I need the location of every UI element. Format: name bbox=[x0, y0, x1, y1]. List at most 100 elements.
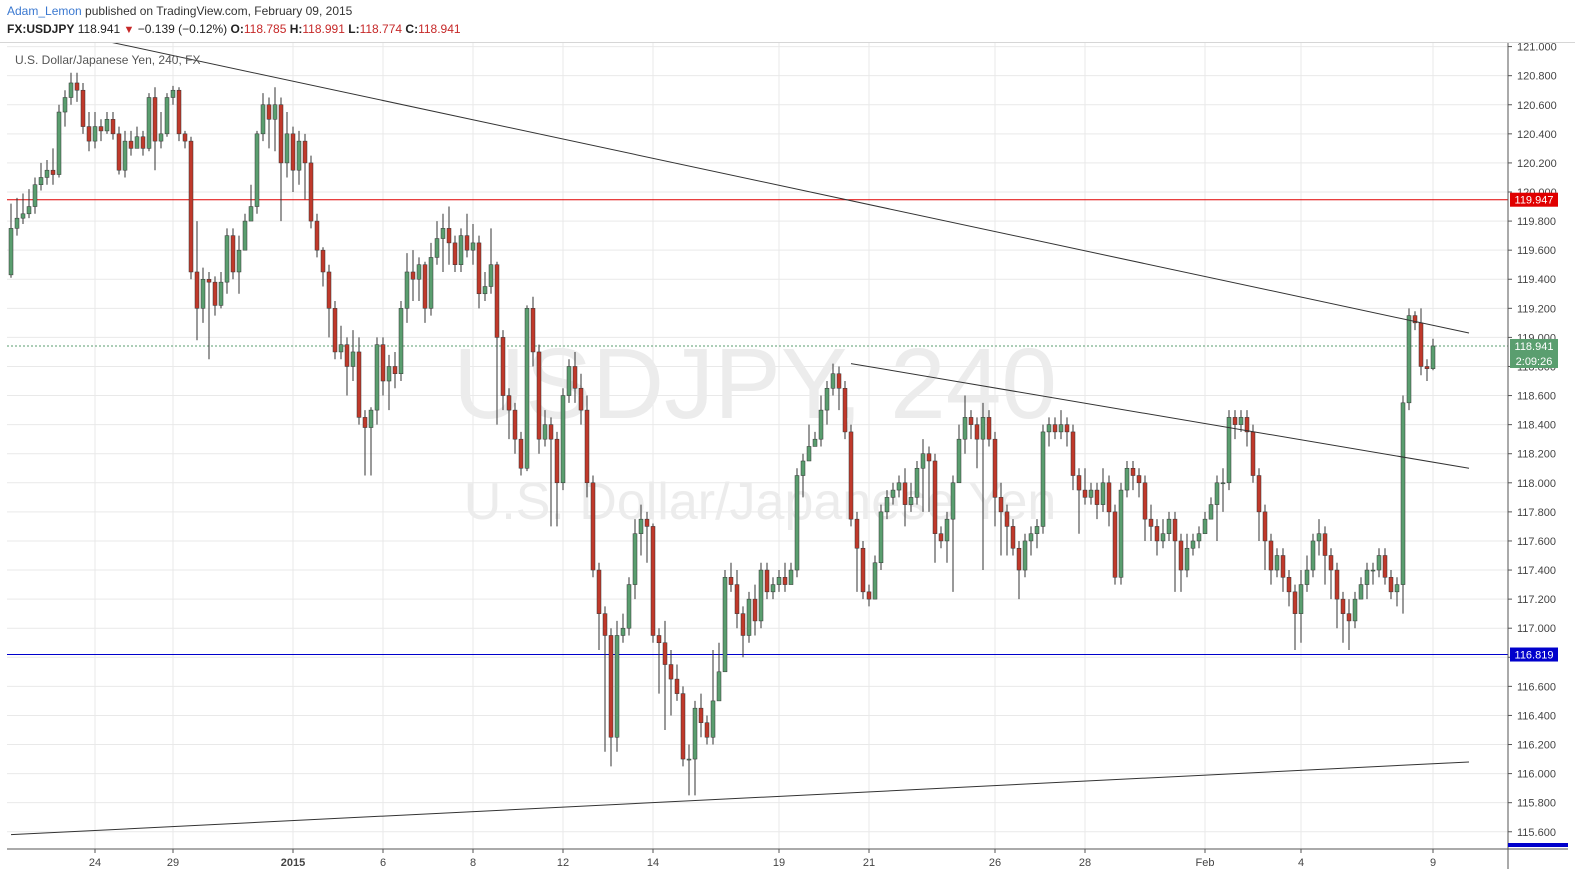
candle bbox=[878, 504, 884, 571]
candle-body-up bbox=[1184, 547, 1190, 571]
candle-body-up bbox=[1214, 482, 1220, 505]
candle-body-down bbox=[506, 395, 512, 411]
candle-body-up bbox=[1220, 482, 1226, 485]
candle bbox=[122, 130, 128, 178]
y-tick-label: 120.800 bbox=[1517, 71, 1557, 83]
candle bbox=[758, 562, 764, 629]
candle bbox=[710, 650, 716, 745]
candle-body-up bbox=[1298, 584, 1304, 614]
candle bbox=[914, 460, 920, 505]
candle-body-down bbox=[1016, 547, 1022, 571]
candle-body-down bbox=[662, 642, 668, 665]
candle bbox=[458, 228, 464, 272]
candle-body-up bbox=[824, 388, 830, 411]
candle bbox=[218, 271, 224, 309]
candle bbox=[920, 439, 926, 512]
candle-body-up bbox=[1034, 526, 1040, 534]
candle bbox=[176, 87, 182, 142]
candle-body-down bbox=[668, 664, 674, 680]
candle-body-up bbox=[908, 497, 914, 505]
candle-body-up bbox=[68, 82, 74, 98]
candle-body-up bbox=[56, 111, 62, 175]
open-label: O: bbox=[230, 22, 244, 36]
candle bbox=[1202, 511, 1208, 534]
candle-body-down bbox=[584, 409, 590, 484]
candle-body-down bbox=[1280, 555, 1286, 578]
candle-body-up bbox=[830, 373, 836, 389]
chart-header: Adam_Lemon published on TradingView.com,… bbox=[0, 0, 1575, 43]
candle bbox=[1034, 519, 1040, 549]
candle bbox=[500, 330, 506, 411]
candle bbox=[872, 555, 878, 600]
candle-body-up bbox=[1376, 555, 1382, 571]
candle bbox=[314, 213, 320, 258]
candle bbox=[674, 664, 680, 701]
candle-body-up bbox=[560, 395, 566, 484]
candle bbox=[206, 271, 212, 360]
candle-body-down bbox=[476, 242, 482, 295]
trendline[interactable] bbox=[77, 43, 1470, 334]
candle-body-up bbox=[1310, 540, 1316, 571]
level-price-tag bbox=[1510, 647, 1558, 662]
candle-body-down bbox=[656, 635, 662, 643]
candle-body-up bbox=[1208, 504, 1214, 520]
candle bbox=[248, 184, 254, 222]
candle-body-down bbox=[752, 598, 758, 622]
candle bbox=[1328, 548, 1334, 600]
candle-body-up bbox=[236, 249, 242, 273]
candle bbox=[1346, 599, 1352, 651]
candle bbox=[1136, 468, 1142, 498]
candle-body-down bbox=[512, 409, 518, 440]
candle bbox=[254, 130, 260, 214]
candle bbox=[1166, 511, 1172, 541]
candle bbox=[1082, 468, 1088, 505]
candle bbox=[20, 193, 26, 224]
candle-body-up bbox=[1430, 345, 1436, 369]
candle-body-up bbox=[1118, 489, 1124, 578]
level-price-label: 119.947 bbox=[1515, 195, 1554, 207]
candle bbox=[506, 388, 512, 440]
candle-body-up bbox=[1406, 315, 1412, 404]
candle-body-up bbox=[38, 177, 44, 185]
candle-body-down bbox=[1064, 424, 1070, 433]
y-tick-label: 118.600 bbox=[1517, 391, 1556, 403]
trendline[interactable] bbox=[10, 761, 1470, 836]
y-tick-label: 120.400 bbox=[1517, 129, 1557, 141]
candle bbox=[470, 223, 476, 265]
candle bbox=[818, 395, 824, 447]
trendline[interactable] bbox=[850, 363, 1470, 469]
author-link[interactable]: Adam_Lemon bbox=[7, 4, 82, 18]
candle-body-up bbox=[104, 119, 110, 132]
close-value: 118.941 bbox=[418, 22, 461, 36]
symbol-label[interactable]: FX:USDJPY bbox=[7, 22, 75, 36]
candle bbox=[524, 305, 530, 472]
candle bbox=[638, 504, 644, 556]
candle-body-down bbox=[782, 577, 788, 585]
candle bbox=[1424, 359, 1430, 382]
candle-body-down bbox=[848, 431, 854, 520]
y-tick-label: 117.200 bbox=[1517, 594, 1556, 606]
candle bbox=[512, 402, 518, 454]
candle-body-up bbox=[1028, 533, 1034, 542]
candle bbox=[896, 475, 902, 498]
candle-body-down bbox=[1106, 482, 1112, 513]
price-chart[interactable]: USDJPY, 240 U.S. Dollar/Japanese Yen 121… bbox=[0, 43, 1575, 881]
candle bbox=[890, 482, 896, 505]
candle bbox=[62, 90, 68, 127]
y-tick-label: 119.400 bbox=[1517, 274, 1556, 286]
candle bbox=[1022, 533, 1028, 578]
candle-body-down bbox=[1256, 475, 1262, 513]
candle-body-up bbox=[488, 264, 494, 287]
candle bbox=[446, 206, 452, 265]
candle-body-down bbox=[320, 249, 326, 273]
candle bbox=[1244, 410, 1250, 447]
candle bbox=[182, 130, 188, 149]
candle bbox=[1400, 395, 1406, 614]
candle bbox=[338, 325, 344, 360]
candle bbox=[1160, 519, 1166, 549]
candle-body-up bbox=[368, 409, 374, 428]
y-tick-label: 117.800 bbox=[1517, 507, 1556, 519]
candle bbox=[1010, 519, 1016, 556]
open-value: 118.785 bbox=[243, 22, 287, 36]
candle bbox=[482, 271, 488, 302]
